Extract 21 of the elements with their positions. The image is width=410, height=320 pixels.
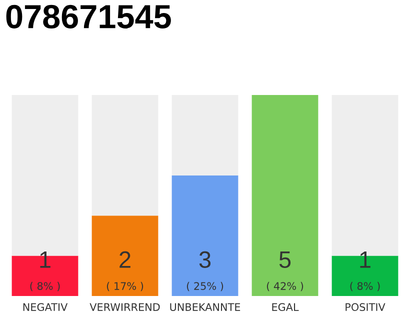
x-tick-label: POSITIV [346, 303, 386, 312]
annotation: ( 8% ) [350, 282, 380, 292]
data-label: 5 [279, 252, 291, 268]
annotation: ( 17% ) [106, 282, 144, 292]
chart-title: 078671545 [6, 4, 171, 28]
x-tick-label: NEGATIV [23, 303, 68, 312]
x-tick-label: EGAL [272, 303, 299, 312]
x-tick-label: VERWIRREND [90, 303, 160, 311]
data-label: 3 [199, 251, 211, 268]
data-label: 1 [40, 252, 50, 268]
data-label: 2 [120, 251, 130, 268]
bar [92, 216, 158, 296]
data-label: 1 [360, 252, 370, 268]
annotation: ( 25% ) [186, 282, 224, 292]
bar [252, 95, 318, 296]
bar [92, 95, 158, 216]
annotation: ( 42% ) [266, 282, 304, 292]
x-tick-label: UNBEKANNTE [170, 303, 240, 312]
bar [172, 175, 238, 296]
bar [172, 95, 238, 176]
annotation: ( 8% ) [30, 282, 60, 292]
